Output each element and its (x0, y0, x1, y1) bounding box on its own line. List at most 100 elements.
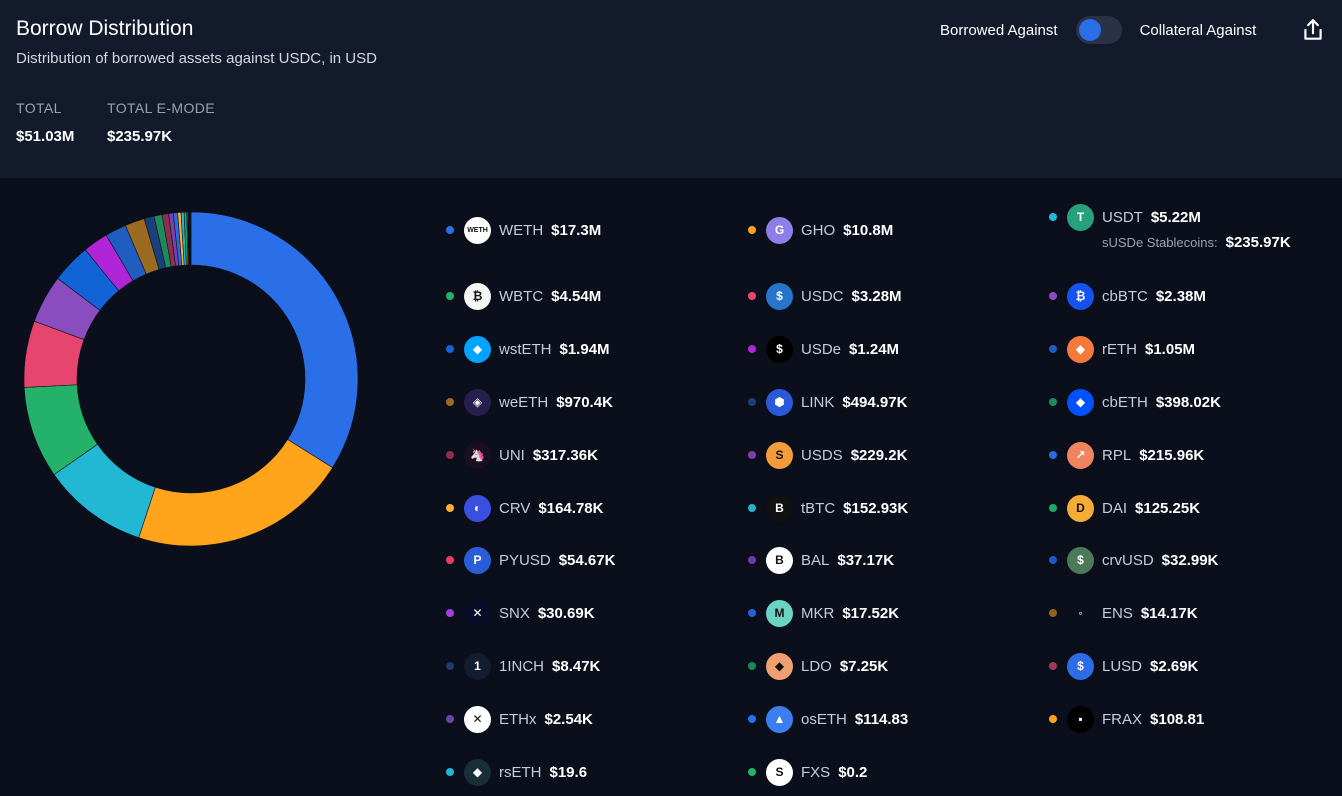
legend-item-ethx[interactable]: ✕ ETHx $2.54K (446, 704, 593, 734)
pyusd-icon: P (464, 546, 491, 574)
legend-item-crv[interactable]: ◐ CRV $164.78K (446, 493, 603, 523)
legend-item-usde[interactable]: $ USDe $1.24M (748, 334, 899, 364)
tbtc-icon: B (766, 494, 793, 522)
legend-dot (1049, 345, 1057, 353)
donut-slice-weth[interactable] (190, 211, 359, 469)
weeth-icon: ◈ (464, 388, 491, 416)
usdt-icon: T (1067, 203, 1094, 231)
legend-item-mkr[interactable]: M MKR $17.52K (748, 598, 899, 628)
legend-value: $14.17K (1140, 604, 1198, 622)
borrow-collateral-toggle[interactable] (1075, 16, 1122, 44)
legend-value: $17.3M (551, 221, 602, 239)
legend-item-weeth[interactable]: ◈ weETH $970.4K (446, 387, 613, 417)
borrowed-against-label[interactable]: Borrowed Against (940, 21, 1058, 39)
legend-name: USDS (801, 446, 843, 464)
legend-item-reth[interactable]: ◆ rETH $1.05M (1049, 334, 1195, 364)
legend-dot (748, 398, 756, 406)
legend-value: $37.17K (837, 551, 895, 569)
donut-slice-gho[interactable] (138, 439, 333, 547)
legend-value: $4.54M (551, 287, 602, 305)
legend-name: BAL (801, 551, 830, 569)
legend-value: $108.81 (1150, 710, 1205, 728)
legend-value: $54.67K (558, 551, 616, 569)
legend-item-usdc[interactable]: $ USDC $3.28M (748, 281, 902, 311)
header-panel: Borrow Distribution Distribution of borr… (0, 0, 1342, 178)
legend-dot (1049, 292, 1057, 300)
legend-name: CRV (499, 499, 531, 517)
legend-item-rseth[interactable]: ◆ rsETH $19.6 (446, 757, 587, 787)
legend-dot (748, 768, 756, 776)
usdt-sub-value: $235.97K (1225, 234, 1291, 251)
stat-total-value: $51.03M (16, 128, 75, 145)
legend-item-usdt[interactable]: T USDT $5.22M (1049, 202, 1201, 232)
legend-item-fxs[interactable]: S FXS $0.2 (748, 757, 867, 787)
legend-item-ldo[interactable]: ◆ LDO $7.25K (748, 651, 888, 681)
share-icon[interactable] (1300, 17, 1326, 43)
ens-icon: ◦ (1067, 599, 1094, 627)
legend-name: FXS (801, 763, 831, 781)
legend-name: tBTC (801, 499, 836, 517)
link-icon: ⬢ (766, 388, 793, 416)
legend-item-weth[interactable]: WETH WETH $17.3M (446, 215, 601, 245)
legend-name: DAI (1102, 499, 1128, 517)
legend-dot (1049, 213, 1057, 221)
legend-item-cbbtc[interactable]: ₿ cbBTC $2.38M (1049, 281, 1206, 311)
legend-value: $19.6 (549, 763, 588, 781)
legend-item-1inch[interactable]: 1 1INCH $8.47K (446, 651, 600, 681)
legend-item-bal[interactable]: B BAL $37.17K (748, 545, 894, 575)
legend-item-cbeth[interactable]: ◆ cbETH $398.02K (1049, 387, 1221, 417)
wbtc-icon: ₿ (464, 282, 491, 310)
legend-dot (1049, 715, 1057, 723)
legend-item-usds[interactable]: S USDS $229.2K (748, 440, 907, 470)
legend-value: $2.38M (1155, 287, 1206, 305)
legend-name: SNX (499, 604, 530, 622)
legend-value: $2.69K (1150, 657, 1199, 675)
legend-item-wbtc[interactable]: ₿ WBTC $4.54M (446, 281, 601, 311)
legend-dot (446, 715, 454, 723)
legend-dot (1049, 662, 1057, 670)
1inch-icon: 1 (464, 652, 491, 680)
ldo-icon: ◆ (766, 652, 793, 680)
legend-dot (748, 662, 756, 670)
legend-item-snx[interactable]: ✕ SNX $30.69K (446, 598, 595, 628)
legend-item-oseth[interactable]: ▲ osETH $114.83 (748, 704, 908, 734)
legend-item-dai[interactable]: D DAI $125.25K (1049, 493, 1200, 523)
legend-dot (748, 226, 756, 234)
mkr-icon: M (766, 599, 793, 627)
legend-name: GHO (801, 221, 836, 239)
legend-dot (748, 556, 756, 564)
cbeth-icon: ◆ (1067, 388, 1094, 416)
legend-item-uni[interactable]: 🦄 UNI $317.36K (446, 440, 598, 470)
page-subtitle: Distribution of borrowed assets against … (16, 50, 377, 67)
uni-icon: 🦄 (464, 441, 491, 469)
borrow-collateral-toggle-group: Borrowed Against Collateral Against (940, 14, 1256, 46)
legend-dot (1049, 504, 1057, 512)
legend-item-crvusd[interactable]: $ crvUSD $32.99K (1049, 545, 1218, 575)
crv-icon: ◐ (464, 494, 491, 522)
legend-name: crvUSD (1102, 551, 1154, 569)
bal-icon: B (766, 546, 793, 574)
legend-value: $17.52K (842, 604, 900, 622)
cbbtc-icon: ₿ (1067, 282, 1094, 310)
collateral-against-label[interactable]: Collateral Against (1139, 21, 1257, 39)
legend-dot (748, 451, 756, 459)
legend-item-rpl[interactable]: ↗ RPL $215.96K (1049, 440, 1204, 470)
legend-item-gho[interactable]: G GHO $10.8M (748, 215, 893, 245)
fxs-icon: S (766, 758, 793, 786)
usdt-emode-sub-line: sUSDe Stablecoins: $235.97K (1102, 234, 1291, 251)
legend-item-frax[interactable]: ▪ FRAX $108.81 (1049, 704, 1204, 734)
legend-dot (446, 226, 454, 234)
borrow-donut-chart (23, 211, 359, 547)
legend-item-pyusd[interactable]: P PYUSD $54.67K (446, 545, 615, 575)
legend-dot (748, 504, 756, 512)
legend-item-link[interactable]: ⬢ LINK $494.97K (748, 387, 907, 417)
legend-item-ens[interactable]: ◦ ENS $14.17K (1049, 598, 1198, 628)
legend-item-wsteth[interactable]: ◆ wstETH $1.94M (446, 334, 610, 364)
legend-value: $229.2K (850, 446, 908, 464)
legend-dot (446, 451, 454, 459)
stat-emode-label: TOTAL E-MODE (107, 100, 215, 116)
legend-dot (446, 662, 454, 670)
legend-item-lusd[interactable]: $ LUSD $2.69K (1049, 651, 1198, 681)
legend-name: MKR (801, 604, 835, 622)
